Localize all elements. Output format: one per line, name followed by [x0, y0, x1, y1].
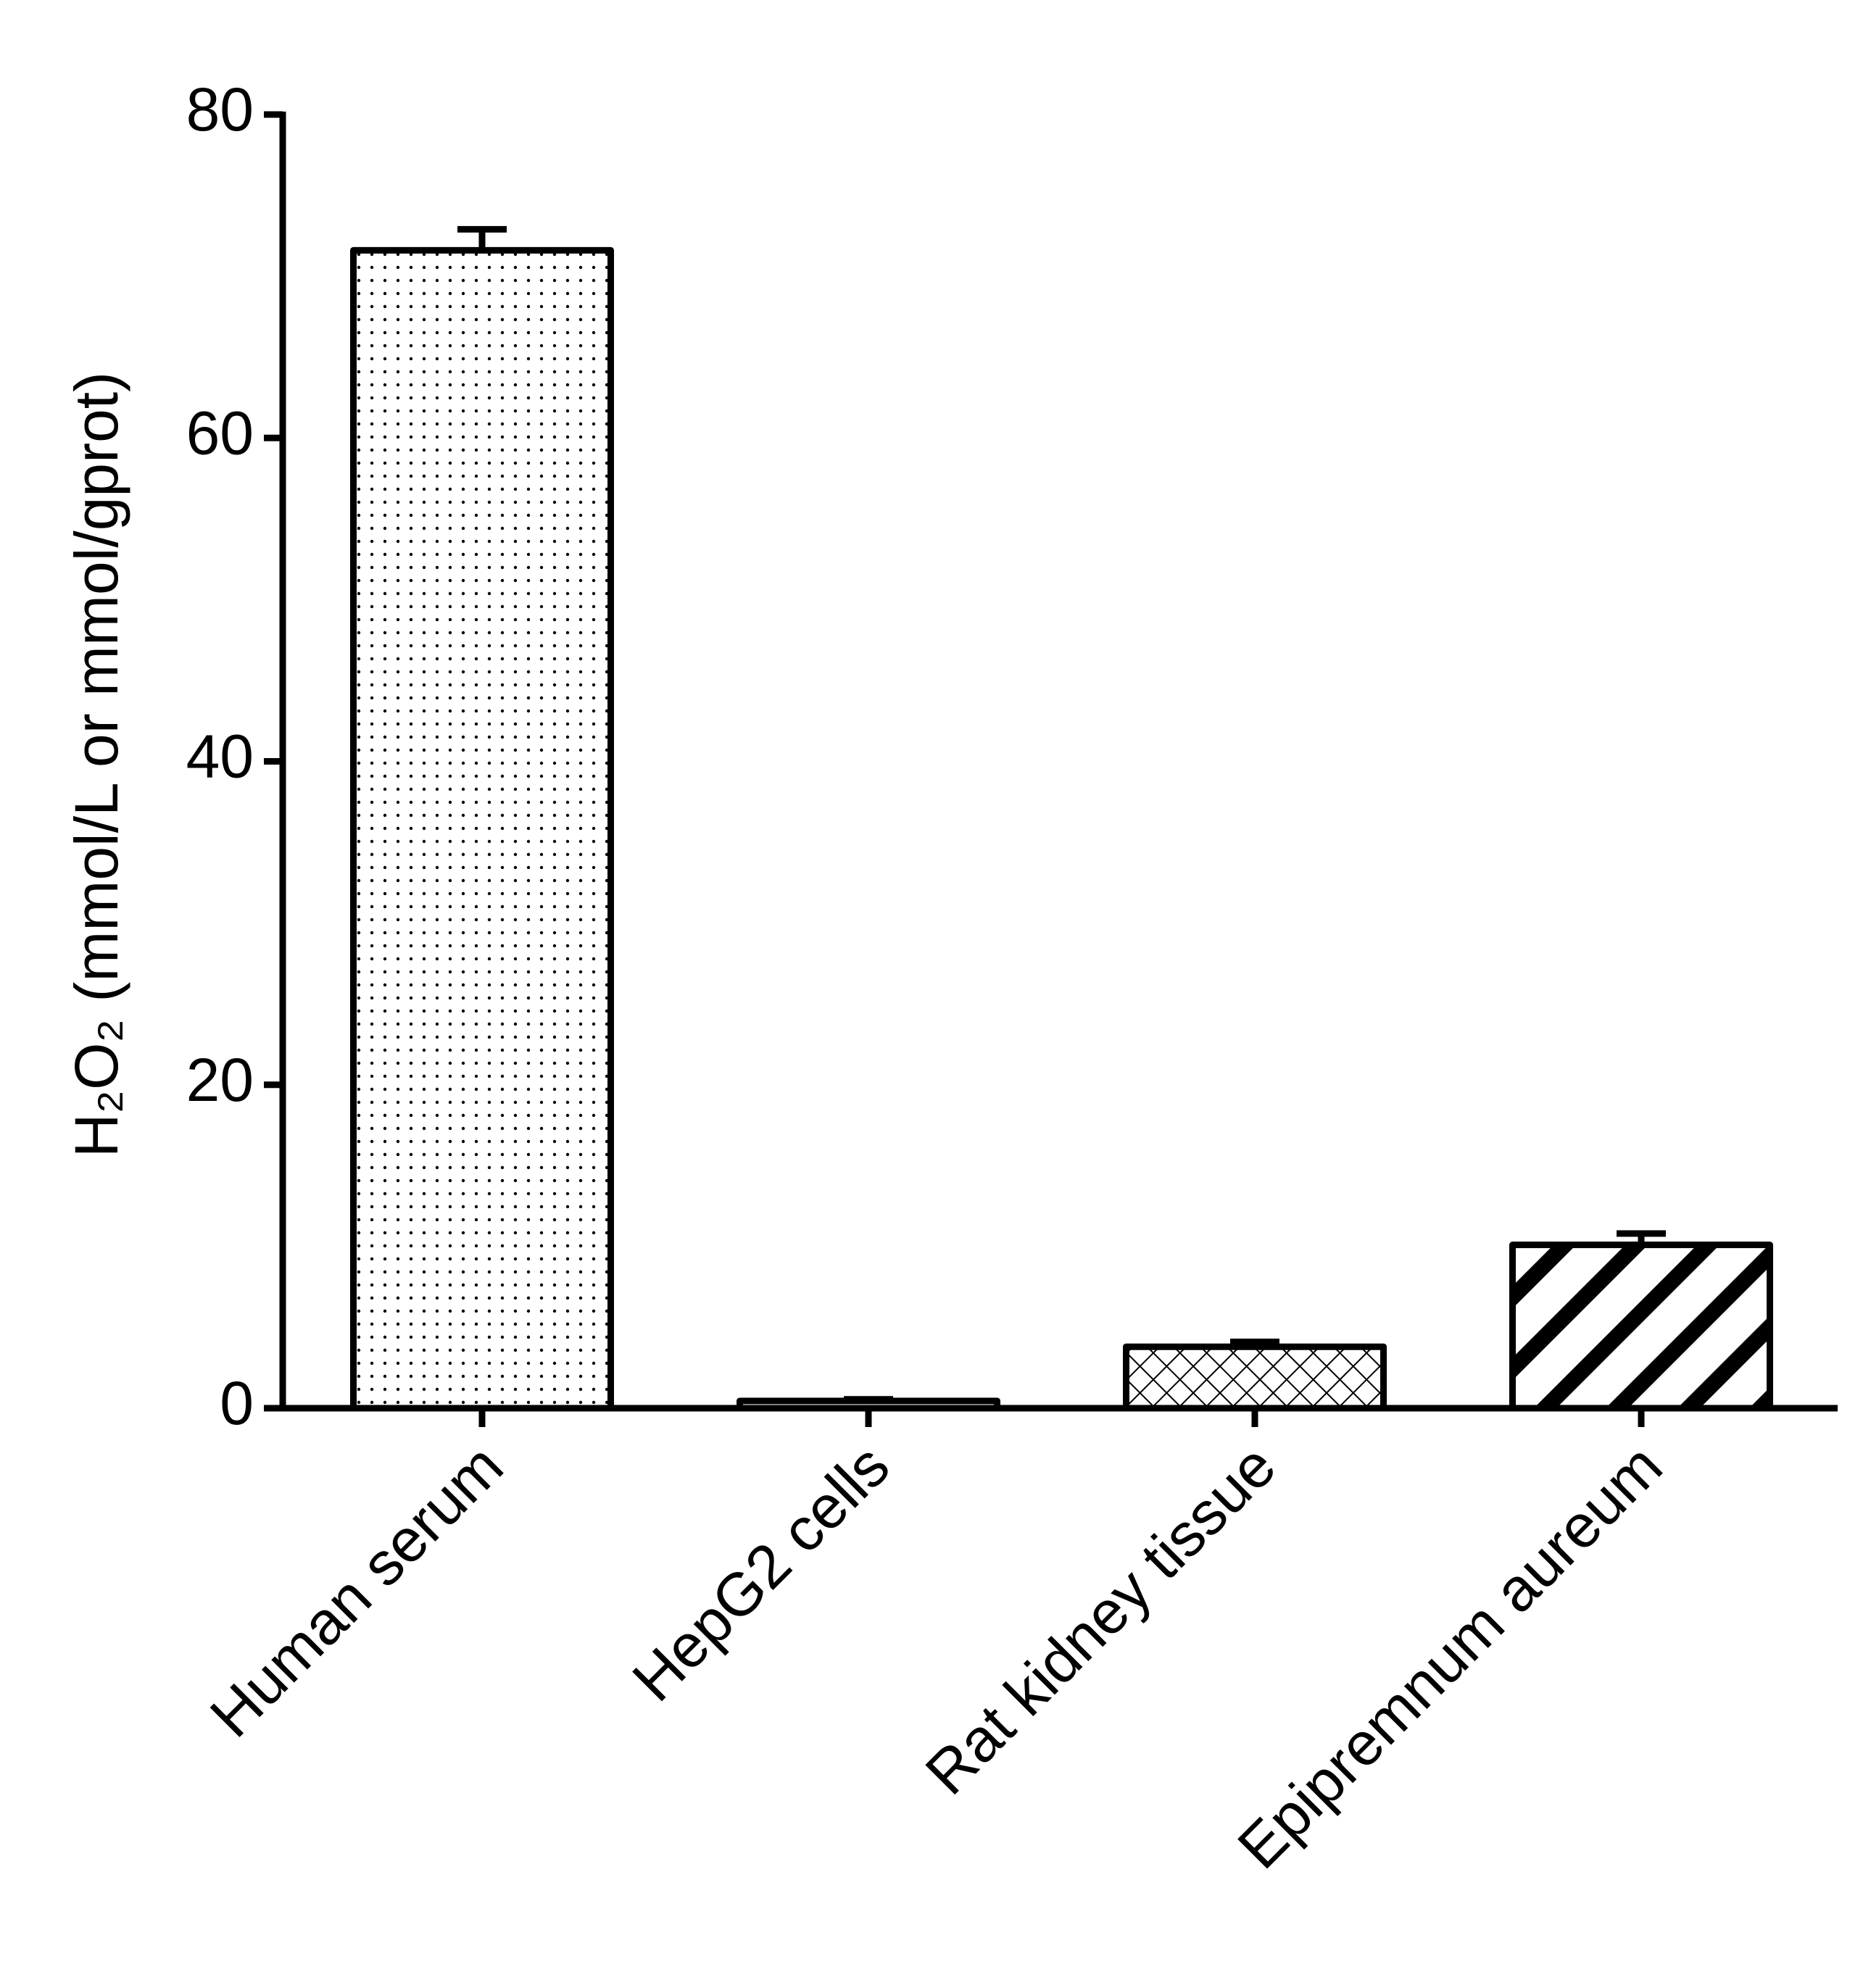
bar: [1509, 1242, 1773, 1412]
y-tick-label: 0: [220, 1369, 254, 1437]
x-tick-label: Epipremnum aureum: [1224, 1431, 1675, 1881]
bar: [350, 246, 614, 1412]
y-tick-label: 20: [186, 1046, 254, 1114]
y-tick-label: 80: [186, 75, 254, 144]
x-tick-label: Human serum: [197, 1431, 515, 1750]
y-axis-label: H₂O₂ (mmol/L or mmol/gprot): [62, 372, 130, 1157]
x-tick-label: Rat kidney tissue: [913, 1431, 1289, 1808]
y-tick-label: 40: [186, 723, 254, 791]
x-tick-label: HepG2 cells: [619, 1431, 902, 1714]
bar: [1123, 1343, 1387, 1412]
y-tick-label: 60: [186, 399, 254, 467]
